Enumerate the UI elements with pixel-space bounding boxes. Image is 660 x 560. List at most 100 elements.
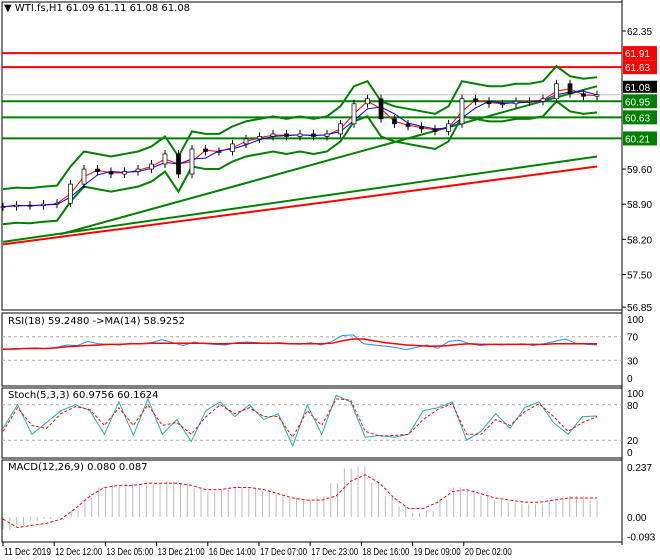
- candle-body: [513, 100, 519, 105]
- time-label: 12 Dec 12:00: [55, 547, 102, 558]
- candle-body: [27, 204, 33, 207]
- candle-body: [500, 103, 505, 106]
- candle-body: [581, 93, 586, 97]
- time-label: 18 Dec 16:00: [362, 547, 409, 558]
- candle-body: [297, 133, 303, 137]
- trend-green2-line: [59, 85, 598, 236]
- candle-body: [446, 123, 451, 132]
- candle-body: [230, 143, 235, 152]
- macd-label: MACD(12,26,9) 0.080 0.087: [8, 462, 148, 473]
- level-label: 61.63: [625, 63, 650, 74]
- current-price-badge: [623, 80, 657, 93]
- candle-body: [540, 98, 546, 102]
- level-badge: [623, 46, 657, 61]
- level-badge: [623, 60, 657, 75]
- candle-body: [554, 83, 559, 100]
- candle-body: [486, 100, 492, 105]
- candle-body: [432, 128, 438, 132]
- candle-body: [149, 163, 154, 170]
- candle-body: [473, 98, 478, 102]
- stoch-main-line: [2, 394, 598, 448]
- ohlc-values: 61.09 61.11 61.08 61.08: [66, 3, 191, 14]
- trend_red-line: [2, 165, 598, 246]
- candle-body: [459, 98, 465, 125]
- price-tick-label: 56.85: [627, 303, 652, 314]
- candle-body: [68, 183, 73, 204]
- level-badge: [623, 131, 657, 146]
- candle-body: [216, 151, 222, 153]
- stoch-label: Stoch(5,3,3) 60.9756 60.1624: [8, 390, 159, 401]
- level-label: 60.63: [625, 113, 650, 124]
- macd-tick-label: 0.00: [627, 513, 647, 524]
- price-tick-label: 62.35: [627, 27, 652, 38]
- candle-body: [54, 202, 60, 205]
- chart-header: ▼ WTI.fs,H1 61.09 61.11 61.08 61.08: [4, 3, 190, 14]
- trend_green-line: [2, 155, 598, 243]
- candle-body: [351, 103, 357, 125]
- rsi-tick-label: 100: [627, 315, 644, 326]
- stoch-tick-label: 0: [627, 448, 633, 459]
- macd-signal-line: [2, 474, 597, 529]
- rsi-tick-label: 30: [627, 356, 639, 367]
- candle-body: [122, 171, 127, 175]
- candle-body: [203, 148, 208, 152]
- level-badge: [623, 110, 657, 125]
- panel-frame-0: [1, 1, 623, 311]
- price-tick-label: 57.50: [627, 270, 652, 281]
- stoch-tick-label: 80: [627, 401, 639, 412]
- candle-body: [594, 94, 600, 97]
- bollinger-lower: [2, 99, 598, 226]
- level-badge: [623, 94, 657, 109]
- time-label: 16 Dec 14:00: [209, 547, 256, 558]
- candle-body: [324, 133, 330, 137]
- candle-body: [270, 133, 276, 137]
- rsi-tick-label: 0: [627, 374, 633, 385]
- price-tick-label: 58.90: [627, 200, 652, 211]
- time-label: 20 Dec 02:00: [465, 547, 512, 558]
- candle-body: [392, 118, 397, 125]
- rsi-tick-label: 70: [627, 333, 639, 344]
- ma-slow: [2, 90, 598, 208]
- candle-body: [81, 168, 87, 185]
- candle-body: [0, 206, 6, 209]
- time-label: 11 Dec 2019: [4, 547, 51, 558]
- candle-body: [95, 168, 100, 172]
- candle-body: [567, 83, 573, 95]
- time-label: 17 Dec 07:00: [260, 547, 307, 558]
- candle-body: [162, 153, 168, 165]
- time-label: 13 Dec 05:00: [106, 547, 153, 558]
- candle-body: [527, 100, 532, 103]
- candle-body: [378, 98, 384, 120]
- symbol-label: WTI.fs,H1: [14, 3, 63, 14]
- candle-body: [419, 126, 424, 130]
- candle-body: [189, 148, 195, 175]
- time-label: 17 Dec 23:00: [311, 547, 358, 558]
- level-label: 61.91: [625, 49, 650, 60]
- candle-body: [311, 133, 316, 137]
- price-tick-label: 59.60: [627, 165, 652, 176]
- macd-tick-label: -0.093: [627, 533, 656, 544]
- candle-body: [257, 136, 262, 140]
- time-label: 19 Dec 09:00: [414, 547, 461, 558]
- candle-body: [135, 168, 141, 172]
- collapse-triangle-icon[interactable]: ▼: [4, 3, 12, 14]
- macd-tick-label: 0.237: [627, 463, 652, 474]
- candle-body: [365, 98, 370, 105]
- stoch-tick-label: 100: [627, 389, 644, 400]
- candle-body: [338, 123, 343, 135]
- level-label: 60.95: [625, 97, 650, 108]
- candle-body: [108, 171, 114, 175]
- candle-body: [405, 123, 411, 127]
- level-label: 60.21: [625, 134, 650, 145]
- candle-body: [176, 153, 181, 175]
- candle-body: [41, 203, 46, 207]
- rsi-label: RSI(18) 59.2480 ->MA(14) 58.9252: [8, 316, 185, 327]
- stoch-tick-label: 20: [627, 436, 639, 447]
- candle-body: [243, 138, 249, 145]
- candle-body: [14, 204, 19, 208]
- current-price-label: 61.08: [625, 83, 650, 94]
- bollinger-upper: [2, 64, 598, 191]
- price-tick-label: 58.20: [627, 235, 652, 246]
